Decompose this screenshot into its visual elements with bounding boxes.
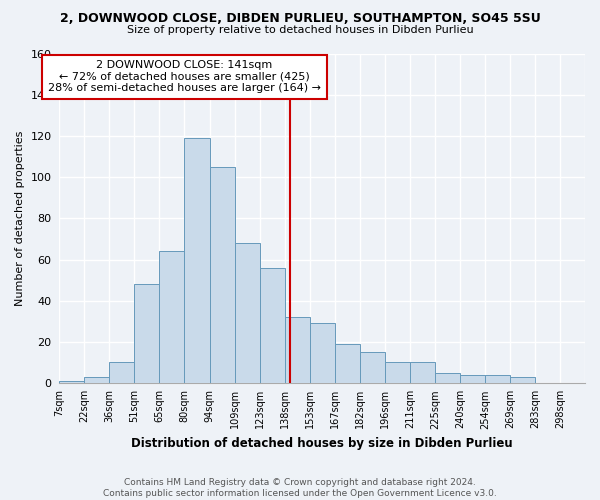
Bar: [260, 268, 284, 383]
Bar: [435, 372, 460, 383]
Bar: [510, 376, 535, 383]
Bar: [109, 362, 134, 383]
X-axis label: Distribution of detached houses by size in Dibden Purlieu: Distribution of detached houses by size …: [131, 437, 513, 450]
Bar: [85, 376, 109, 383]
Bar: [460, 374, 485, 383]
Text: Contains HM Land Registry data © Crown copyright and database right 2024.
Contai: Contains HM Land Registry data © Crown c…: [103, 478, 497, 498]
Text: 2 DOWNWOOD CLOSE: 141sqm
← 72% of detached houses are smaller (425)
28% of semi-: 2 DOWNWOOD CLOSE: 141sqm ← 72% of detach…: [48, 60, 321, 94]
Bar: [134, 284, 160, 383]
Y-axis label: Number of detached properties: Number of detached properties: [15, 131, 25, 306]
Bar: [335, 344, 360, 383]
Bar: [410, 362, 435, 383]
Text: Size of property relative to detached houses in Dibden Purlieu: Size of property relative to detached ho…: [127, 25, 473, 35]
Text: 2, DOWNWOOD CLOSE, DIBDEN PURLIEU, SOUTHAMPTON, SO45 5SU: 2, DOWNWOOD CLOSE, DIBDEN PURLIEU, SOUTH…: [59, 12, 541, 26]
Bar: [310, 324, 335, 383]
Bar: [360, 352, 385, 383]
Bar: [235, 243, 260, 383]
Bar: [385, 362, 410, 383]
Bar: [160, 252, 184, 383]
Bar: [485, 374, 510, 383]
Bar: [184, 138, 209, 383]
Bar: [59, 381, 85, 383]
Bar: [284, 317, 310, 383]
Bar: [209, 167, 235, 383]
